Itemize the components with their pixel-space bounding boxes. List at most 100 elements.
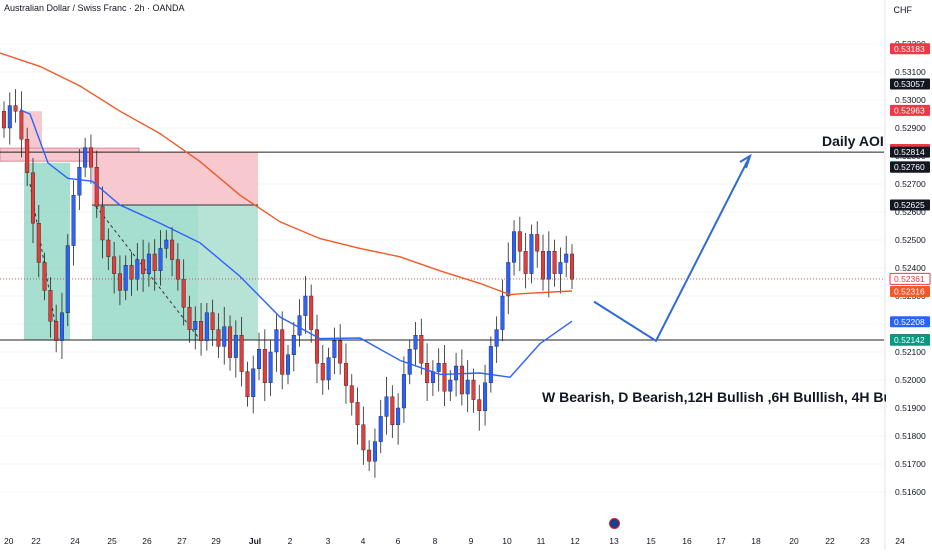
candle-body (303, 295, 308, 316)
candle-body (123, 265, 128, 291)
candle-body (407, 349, 412, 375)
projection-path (593, 155, 751, 343)
price-tag-label: 0.52625 (894, 200, 925, 210)
projection-arrowhead-icon (739, 153, 752, 169)
candle-body (343, 363, 348, 386)
candle-body (83, 147, 88, 168)
candle-body (286, 354, 291, 375)
price-tag-label: 0.53183 (894, 44, 925, 54)
y-tick-label: 0.53100 (895, 67, 926, 77)
economic-event-flag-icon[interactable] (609, 518, 620, 529)
candle-body (535, 234, 540, 252)
price-tag-label: 0.52814 (894, 147, 925, 157)
candle-body (262, 349, 267, 384)
y-tick-label: 0.52500 (895, 235, 926, 245)
y-tick-label: 0.52000 (895, 375, 926, 385)
candle-body (199, 321, 204, 342)
x-tick-label: 12 (570, 536, 580, 546)
chart-title: Australian Dollar / Swiss Franc · 2h · O… (4, 3, 185, 13)
x-tick-label: 6 (396, 536, 401, 546)
x-tick-label: 11 (537, 536, 546, 546)
quote-currency-label: CHF (893, 5, 913, 15)
projection-layer (593, 153, 752, 343)
candle-body (117, 273, 122, 291)
candle-body (42, 262, 47, 291)
candle-body (239, 335, 244, 372)
candle-body (158, 248, 163, 271)
x-tick-label: 20 (4, 536, 14, 546)
y-tick-label: 0.51900 (895, 403, 926, 413)
candle-body (228, 326, 233, 358)
price-tag-label: 0.52760 (894, 162, 925, 172)
price-tag-bg (890, 334, 930, 346)
price-tag-bg (890, 286, 930, 298)
price-tag-bg (890, 78, 930, 90)
x-tick-label: 2 (288, 536, 293, 546)
candle-body (135, 259, 140, 280)
candle-body (552, 250, 557, 274)
candle-body (309, 295, 314, 330)
x-tick-label: 15 (646, 536, 656, 546)
x-tick-label: 18 (751, 536, 761, 546)
candle-body (164, 239, 169, 249)
x-tick-label: Jul (249, 536, 261, 546)
x-tick-label: 10 (502, 536, 512, 546)
candle-body (129, 265, 134, 280)
candle-body (100, 206, 105, 241)
candle-body (523, 250, 528, 274)
candle-body (251, 368, 256, 397)
x-tick-label: 24 (70, 536, 80, 546)
candle-body (187, 307, 192, 330)
x-tick-label: 22 (31, 536, 41, 546)
candle-body (390, 396, 395, 425)
candle-body (297, 315, 302, 336)
candle-body (25, 138, 30, 173)
candle-body (65, 245, 70, 314)
candle-body (442, 363, 447, 392)
price-tag-bg (890, 161, 930, 173)
candle-body (494, 329, 499, 347)
candle-body (378, 416, 383, 442)
y-tick-label: 0.53000 (895, 95, 926, 105)
candle-body (2, 110, 6, 129)
price-tag-label: 0.53057 (894, 79, 925, 89)
candle-body (181, 279, 186, 308)
candle-body (59, 312, 64, 341)
x-tick-label: 27 (177, 536, 187, 546)
price-tag-label: 0.52142 (894, 335, 925, 345)
candle-body (146, 253, 151, 274)
candle-body (541, 250, 546, 280)
price-tag-bg (890, 316, 930, 328)
candle-body (500, 295, 505, 330)
candle-body (204, 312, 209, 341)
candle-body (36, 222, 41, 263)
candle-body (448, 379, 453, 392)
price-axis: 0.532000.531000.530000.529000.528000.527… (884, 0, 931, 550)
y-tick-label: 0.52700 (895, 179, 926, 189)
price-tag-label: 0.52963 (894, 105, 925, 115)
x-tick-label: 23 (860, 536, 870, 546)
x-tick-label: 17 (716, 536, 726, 546)
y-tick-label: 0.51600 (895, 487, 926, 497)
candle-body (436, 363, 441, 372)
stop-zone-2 (92, 152, 258, 205)
candle-body (425, 363, 430, 384)
candle-body (30, 172, 35, 224)
candle-body (512, 231, 517, 263)
candle-body (141, 259, 146, 274)
time-axis: 20 22 24 25 26 27 29 Jul 2 3 4 6 8 9 10 11 12 13 15 16 17 18 2… (4, 536, 905, 546)
candle-body (233, 335, 238, 358)
price-tag-label: 0.52361 (894, 274, 925, 284)
candle-body (338, 340, 343, 364)
ema-fast-line (19, 109, 573, 378)
candle-body (170, 239, 175, 260)
horizontal-levels-layer (0, 151, 884, 341)
candle-body (529, 234, 534, 274)
candle-body (419, 335, 424, 364)
candle-body (564, 253, 569, 263)
y-tick-label: 0.52900 (895, 123, 926, 133)
x-tick-label: 8 (433, 536, 438, 546)
candle-body (106, 239, 111, 257)
